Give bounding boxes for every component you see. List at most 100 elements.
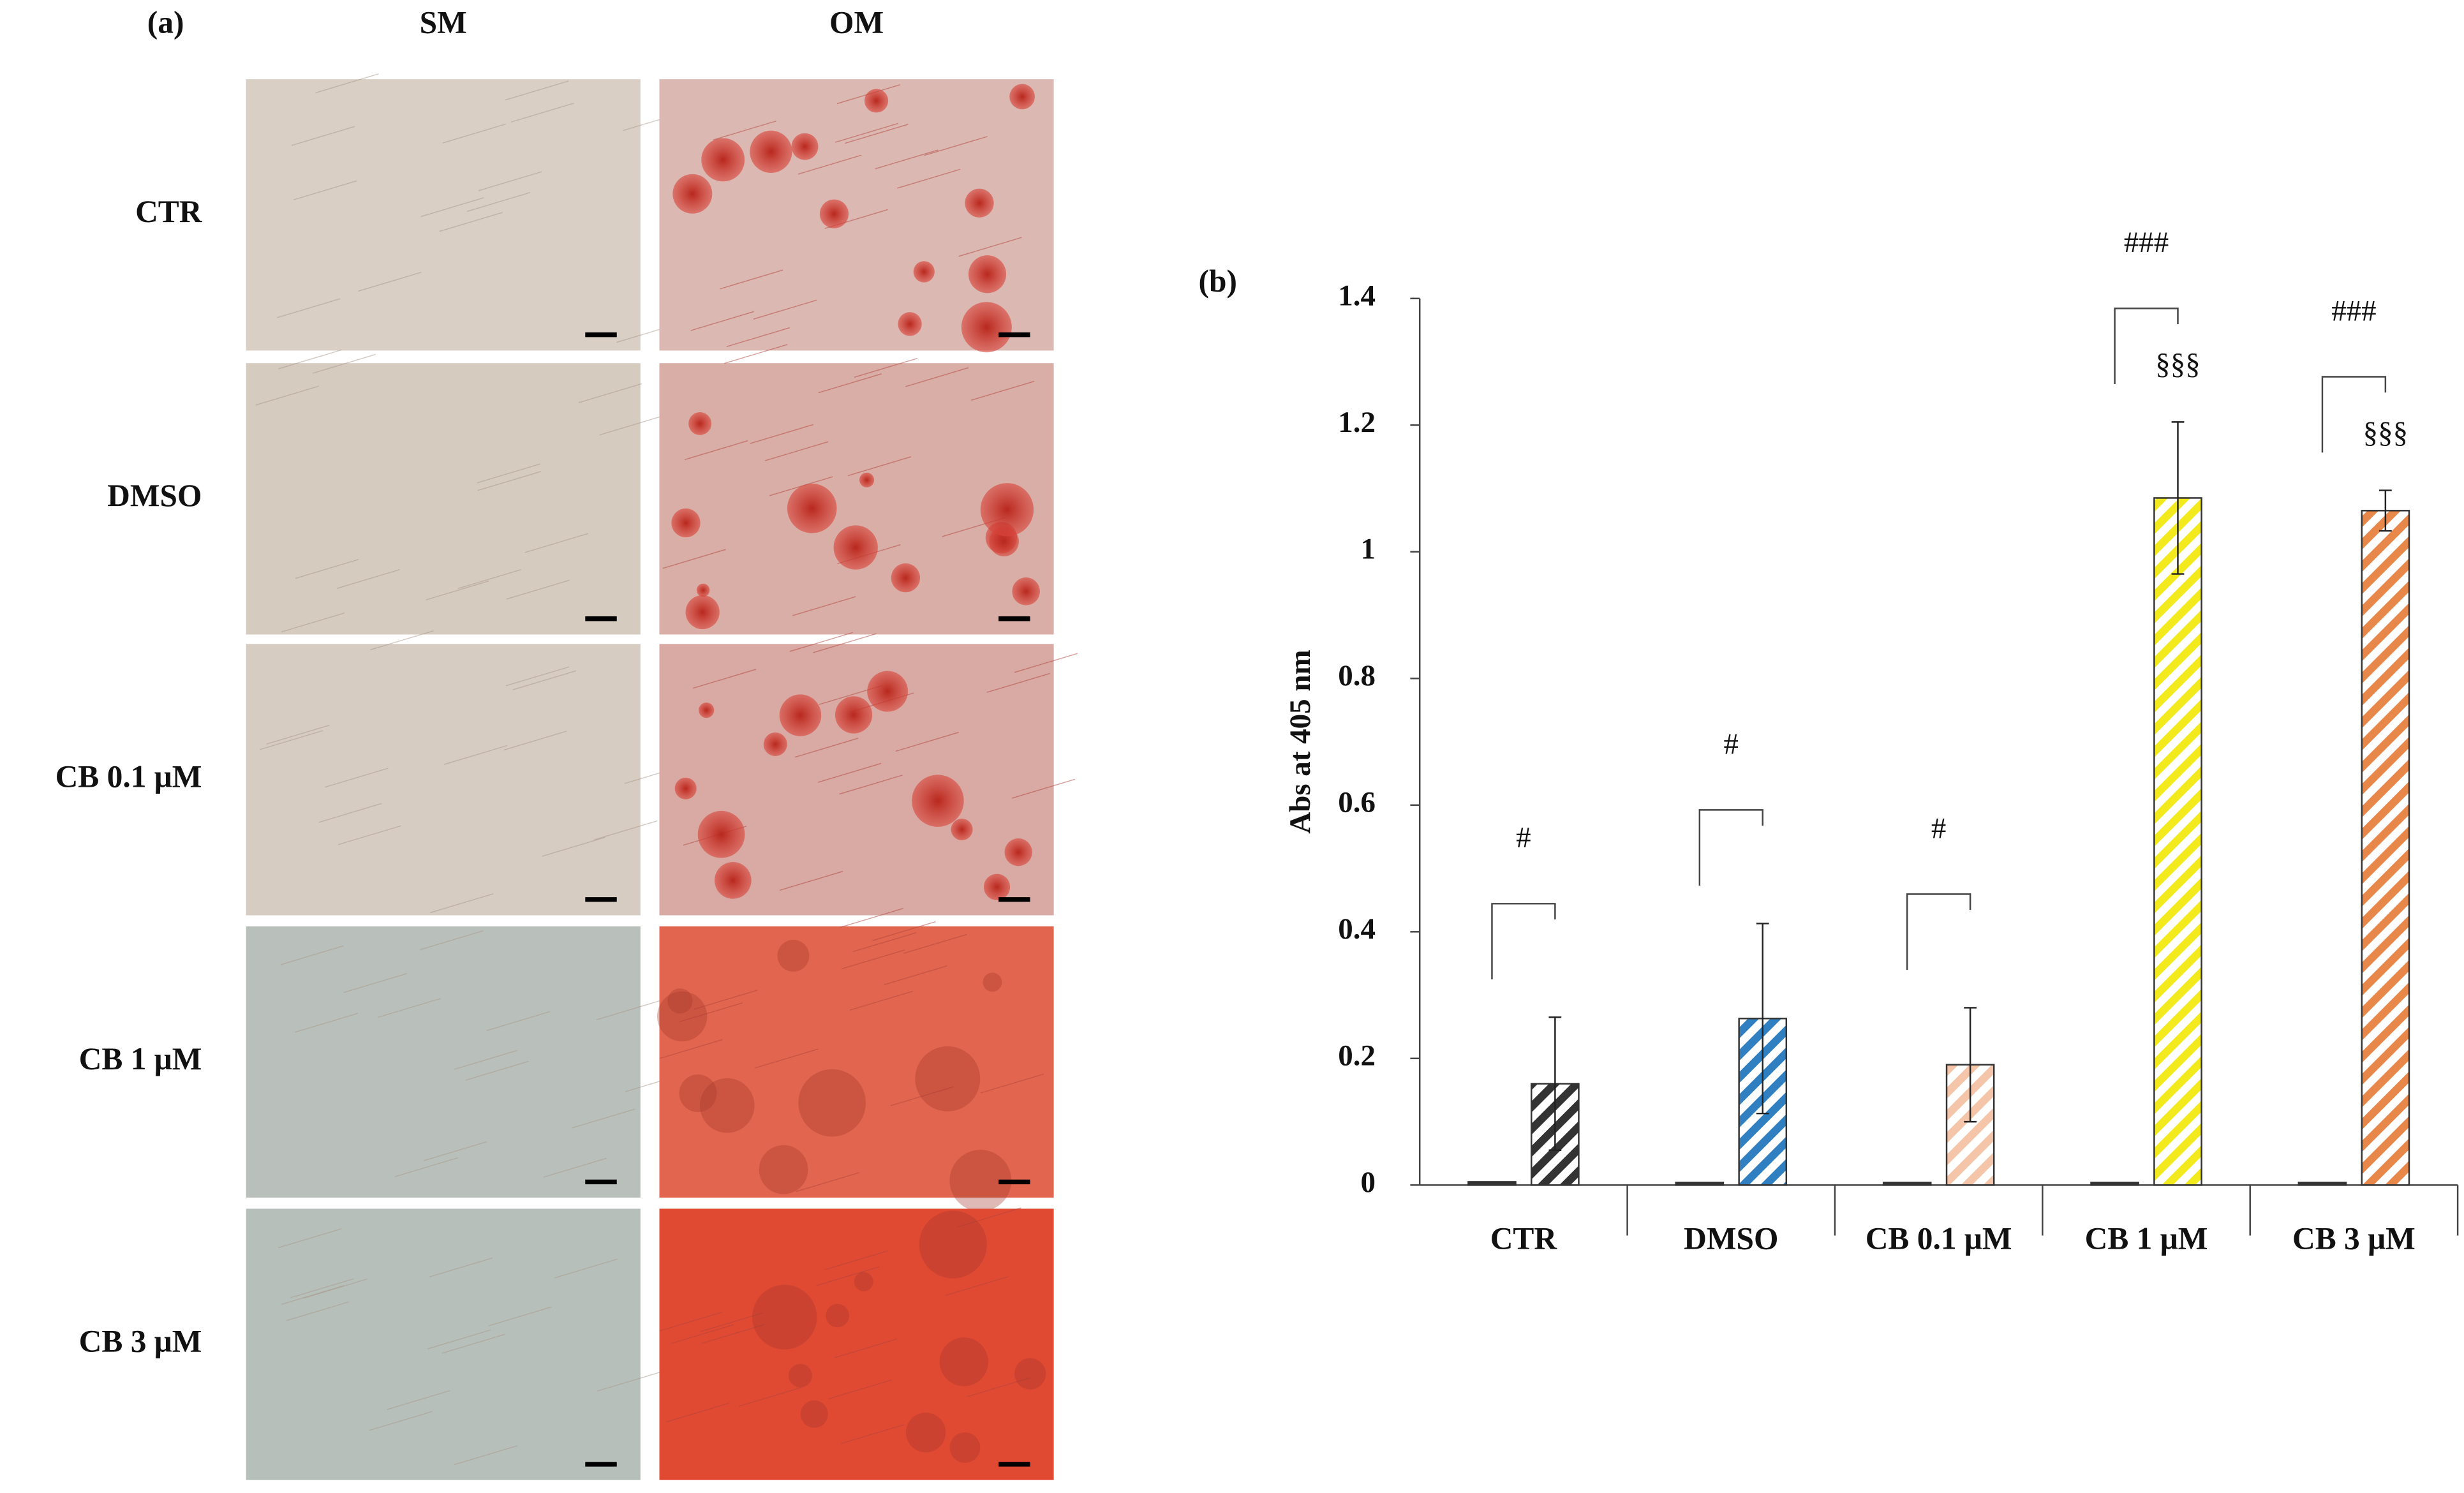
texture (278, 349, 342, 369)
row-label: DMSO (107, 478, 202, 513)
panel-label: (b) (1199, 264, 1237, 299)
stain-spot (826, 1304, 850, 1328)
texture (420, 197, 484, 218)
texture (798, 154, 861, 175)
texture (443, 745, 508, 765)
stain-spot (657, 991, 708, 1042)
texture (439, 212, 503, 232)
row-label: CTR (135, 194, 203, 229)
texture (679, 1002, 743, 1023)
texture (905, 367, 969, 387)
texture (817, 762, 882, 783)
significance-label: §§§ (2363, 416, 2408, 449)
micrograph (246, 79, 641, 351)
stain-spot (833, 525, 878, 570)
micrograph (246, 363, 641, 635)
x-tick-label: DMSO (1684, 1221, 1778, 1256)
bar (2361, 510, 2410, 1186)
texture (818, 373, 882, 394)
texture (290, 1278, 354, 1298)
texture (842, 949, 905, 970)
stain-spot (898, 312, 922, 336)
panel-b: (b) Abs at 405 nm 0 0.2 0.4 0.6 0.8 1 1.2 1.4 CTR D… (1199, 226, 2459, 1256)
texture (442, 123, 506, 144)
texture (839, 775, 903, 795)
texture (671, 1324, 734, 1344)
texture (872, 921, 936, 941)
y-tick-label: 0.2 (1338, 1039, 1376, 1073)
texture (958, 237, 1022, 257)
stain-spot (939, 1337, 989, 1386)
bar (1467, 1181, 1517, 1186)
significance-bracket (2114, 308, 2179, 385)
y-tick-label: 0.4 (1338, 912, 1376, 946)
significance-bracket (1698, 809, 1763, 886)
texture (369, 1411, 433, 1431)
bar (1882, 1182, 1932, 1186)
stain-spot (983, 972, 1002, 992)
texture (662, 549, 726, 569)
y-tick-label: 1.4 (1338, 279, 1376, 313)
texture (875, 149, 939, 170)
texture (488, 1306, 553, 1326)
texture (336, 569, 400, 590)
texture (442, 1333, 505, 1354)
texture (738, 1386, 803, 1407)
texture (599, 415, 663, 436)
texture (753, 299, 817, 320)
texture (847, 456, 912, 477)
texture (278, 1228, 342, 1249)
texture (293, 180, 357, 200)
texture (312, 353, 376, 374)
texture (260, 730, 323, 750)
significance-label: §§§ (2155, 348, 2200, 381)
texture (387, 1390, 450, 1410)
micrograph (659, 1208, 1054, 1480)
texture (318, 803, 382, 823)
stain-spot (891, 563, 921, 593)
stain-spot (699, 1078, 755, 1133)
stain-spot (787, 484, 837, 533)
stain-spot (949, 1432, 981, 1463)
x-tick-label: CTR (1490, 1221, 1558, 1256)
texture (505, 80, 569, 101)
stain-spot (949, 1150, 1012, 1212)
micrograph (659, 926, 1054, 1198)
stain-spot (752, 1284, 817, 1349)
texture (764, 441, 829, 461)
texture (343, 973, 408, 993)
stain-spot (1009, 84, 1035, 110)
texture (255, 385, 319, 406)
texture (845, 124, 909, 144)
y-tick-label: 0.8 (1338, 659, 1376, 692)
texture (903, 933, 967, 954)
texture (834, 1338, 898, 1358)
texture (895, 732, 959, 752)
stain-spot (951, 819, 973, 840)
texture (884, 965, 947, 986)
stain-spot (674, 777, 697, 799)
texture (1014, 653, 1078, 673)
stain-spot (685, 595, 720, 630)
texture (690, 311, 754, 331)
texture (726, 327, 790, 348)
texture (701, 1324, 765, 1344)
stain-spot (905, 1412, 946, 1453)
bar (2153, 497, 2202, 1186)
column-header: OM (829, 4, 884, 40)
texture (828, 1379, 892, 1400)
texture (986, 672, 1050, 693)
stain-spot (912, 775, 964, 827)
stain-spot (714, 862, 752, 899)
texture (281, 613, 345, 633)
texture (572, 1108, 635, 1129)
texture (295, 1013, 359, 1033)
texture (724, 344, 788, 364)
texture (427, 1329, 491, 1349)
significance-bracket (1906, 893, 1971, 970)
texture (426, 580, 489, 600)
stain-spot (671, 508, 701, 538)
micrograph (246, 926, 641, 1198)
y-tick-label: 0 (1361, 1166, 1376, 1199)
stain-spot (798, 1069, 866, 1137)
